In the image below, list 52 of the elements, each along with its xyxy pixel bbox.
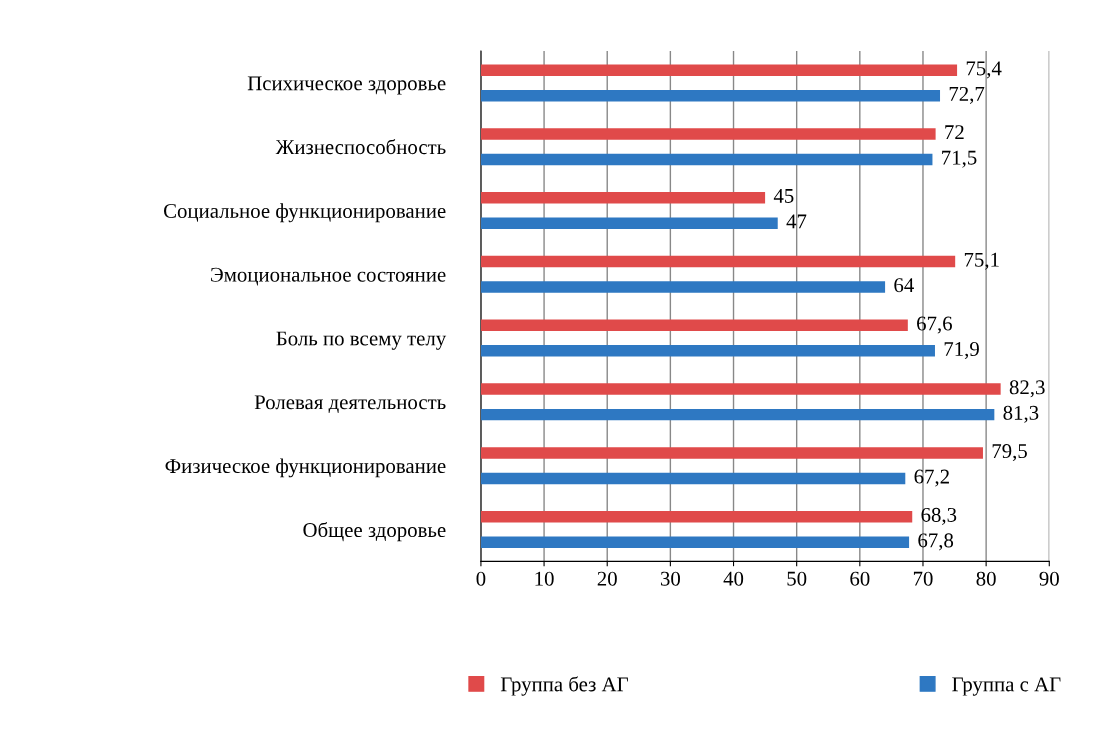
y-tick-label: Социальное функционирование (163, 203, 446, 223)
x-tick-label: 40 (723, 571, 744, 586)
bar (480, 153, 933, 166)
x-tick-label: 90 (1039, 571, 1059, 586)
bar (480, 217, 778, 229)
data-label: 68,3 (921, 507, 957, 525)
data-label: 75,4 (966, 61, 1002, 79)
data-label: 75,1 (964, 252, 999, 270)
data-label: 64 (894, 278, 914, 293)
data-label: 79,5 (992, 444, 1027, 462)
data-label: 71,5 (942, 150, 977, 168)
x-tick-label: 60 (850, 571, 870, 586)
bar (480, 89, 941, 102)
x-tick-label: 0 (476, 571, 486, 586)
x-tick-label: 30 (660, 571, 680, 586)
data-label: 72 (945, 125, 964, 139)
data-label: 72,7 (949, 86, 985, 104)
x-tick-label: 70 (913, 571, 933, 586)
y-tick-label: Ролевая деятельность (254, 395, 446, 414)
y-tick-label: Физическое функционирование (165, 458, 446, 478)
data-label: 82,3 (1009, 380, 1045, 398)
legend-label: Группа без АГ (500, 676, 628, 696)
bar (480, 408, 995, 421)
data-label: 67,8 (918, 533, 954, 551)
bar (480, 536, 910, 548)
legend-label: Группа с АГ (952, 677, 1061, 696)
x-tick-label: 20 (597, 571, 617, 586)
bar (480, 64, 958, 76)
bar (480, 345, 935, 357)
x-tick-label: 80 (976, 571, 996, 586)
bar (480, 128, 936, 140)
bar (480, 192, 766, 204)
bar (480, 281, 886, 293)
y-tick-label: Эмоциональное состояние (211, 267, 446, 286)
data-label: 81,3 (1003, 405, 1039, 423)
data-label: 71,9 (944, 342, 979, 360)
y-tick-label: Боль по всему телу (276, 331, 447, 350)
y-tick-label: Психическое здоровье (247, 76, 446, 95)
x-tick-label: 10 (535, 571, 554, 586)
x-tick-label: 50 (787, 571, 807, 586)
data-label: 67,6 (917, 316, 952, 334)
bar (480, 447, 983, 459)
y-tick-label: Общее здоровье (303, 521, 446, 542)
y-tick-label: Жизнеспособность (275, 139, 446, 155)
bar (480, 472, 906, 485)
bar (480, 319, 908, 332)
bar (480, 510, 913, 523)
bar (480, 255, 956, 268)
bar (480, 383, 1001, 395)
data-label: 67,2 (914, 469, 949, 487)
data-label: 47 (786, 214, 807, 229)
data-label: 45 (773, 189, 794, 203)
